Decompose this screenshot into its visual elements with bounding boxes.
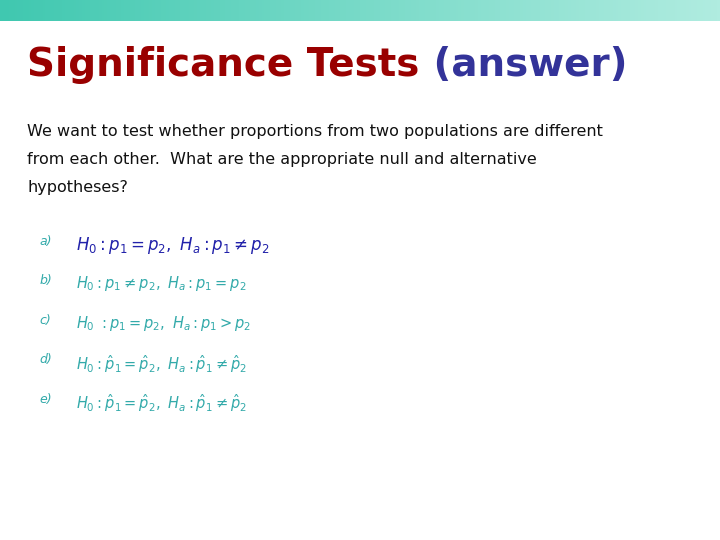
Text: Significance Tests (answer): Significance Tests (answer) [27,46,627,84]
Text: $H_0: \hat{p}_1 = \hat{p}_2,\ H_a: \hat{p}_1 \neq \hat{p}_2$: $H_0: \hat{p}_1 = \hat{p}_2,\ H_a: \hat{… [76,393,247,414]
Text: We want to test whether proportions from two populations are different: We want to test whether proportions from… [27,124,603,139]
Text: d): d) [40,353,53,366]
Text: (answer): (answer) [420,46,627,84]
Text: a): a) [40,235,52,248]
Text: $H_0: \hat{p}_1 = \hat{p}_2,\ H_a: \hat{p}_1 \neq \hat{p}_2$: $H_0: \hat{p}_1 = \hat{p}_2,\ H_a: \hat{… [76,353,247,375]
Text: $H_0: p_1 = p_2,\ H_a: p_1 \neq p_2$: $H_0: p_1 = p_2,\ H_a: p_1 \neq p_2$ [76,235,269,256]
Text: Significance Tests: Significance Tests [27,46,420,84]
Text: c): c) [40,314,51,327]
Text: from each other.  What are the appropriate null and alternative: from each other. What are the appropriat… [27,152,537,167]
Text: $H_0\ : p_1 = p_2,\ H_a: p_1 > p_2$: $H_0\ : p_1 = p_2,\ H_a: p_1 > p_2$ [76,314,251,333]
Text: $H_0: p_1 \neq p_2,\ H_a: p_1 = p_2$: $H_0: p_1 \neq p_2,\ H_a: p_1 = p_2$ [76,274,246,293]
Text: e): e) [40,393,53,406]
Text: b): b) [40,274,53,287]
Text: hypotheses?: hypotheses? [27,180,128,195]
